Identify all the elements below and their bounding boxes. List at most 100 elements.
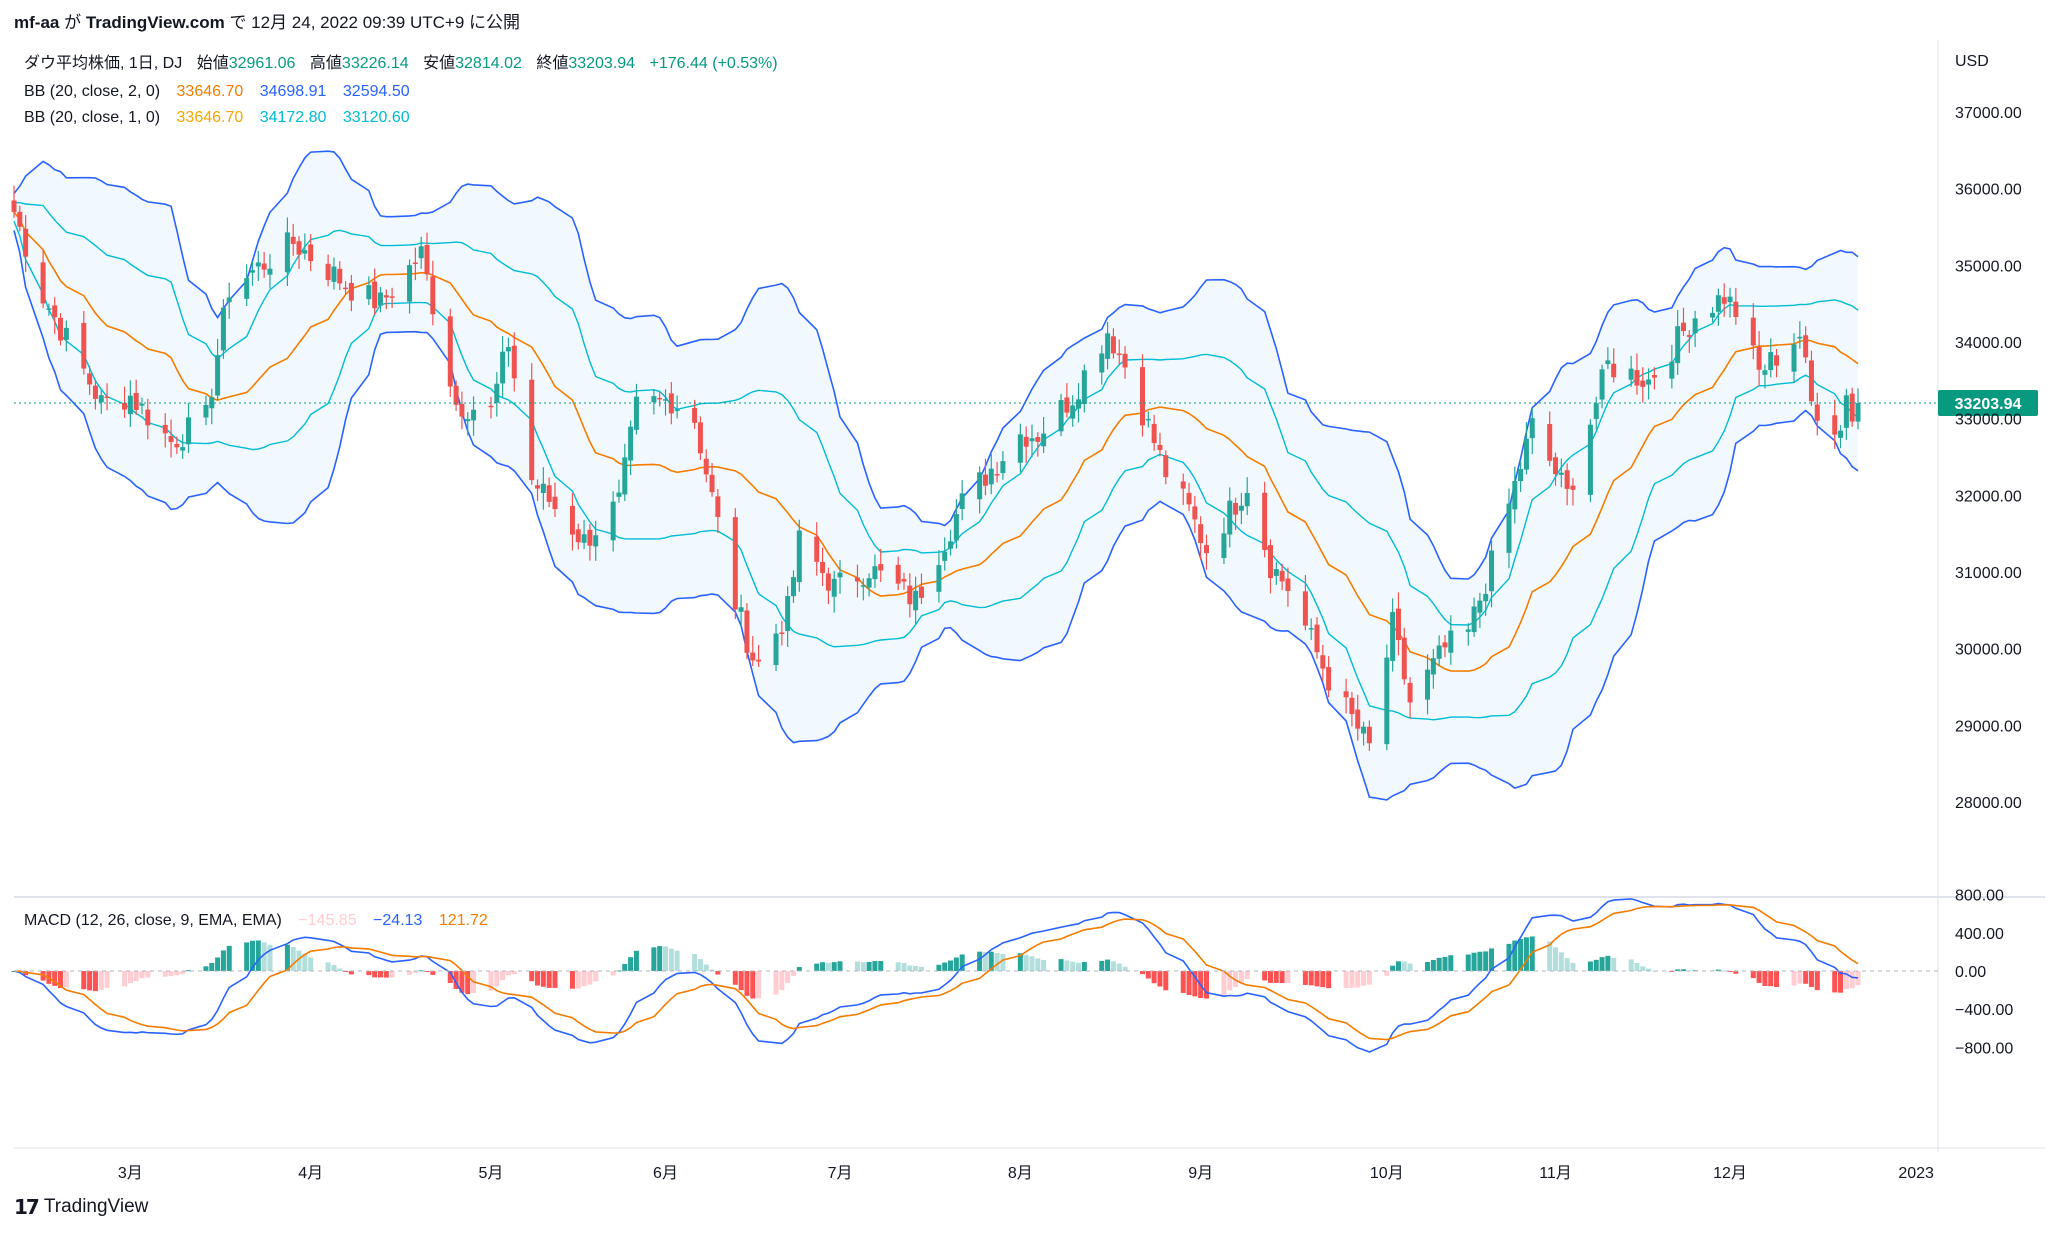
macd-histogram-bar	[244, 942, 250, 971]
candle-body	[98, 395, 104, 403]
chart-canvas[interactable]: 33203.94 USD 37000.00 36000.00 35000.00 340…	[0, 40, 2057, 1190]
candle-body	[1064, 397, 1070, 413]
candle-body	[1838, 430, 1844, 438]
macd-histogram-bar	[122, 971, 128, 987]
macd-histogram-bar	[139, 971, 145, 979]
time-tick-label: 3月	[118, 1165, 143, 1182]
macd-histogram-bar	[1838, 971, 1844, 993]
macd-histogram-bar	[1081, 961, 1087, 971]
price-axis[interactable]: 37000.00 36000.00 35000.00 34000.00 33000.00…	[1955, 105, 2022, 812]
legend-bb1-upper: 34172.80	[260, 109, 327, 126]
candle-body	[430, 276, 436, 315]
tradingview-logo[interactable]: 17 TradingView	[14, 1195, 148, 1219]
candlestick-series	[11, 185, 1861, 751]
candle-body	[1471, 606, 1477, 633]
candle-body	[348, 282, 354, 301]
header-de: で	[229, 13, 247, 32]
candle-body	[942, 551, 948, 561]
macd-histogram-bar	[1465, 954, 1471, 971]
candle-body	[1203, 545, 1209, 554]
candle-body	[825, 573, 831, 591]
macd-histogram-bar	[418, 970, 424, 972]
candle-body	[1035, 437, 1041, 442]
candle-body	[1529, 418, 1535, 439]
macd-histogram-bar	[697, 959, 703, 971]
legend-macd-hist: −145.85	[298, 912, 356, 929]
macd-histogram-bar	[1675, 969, 1681, 971]
candle-body	[1506, 503, 1512, 553]
candle-body	[377, 292, 383, 306]
macd-histogram-bar	[1430, 960, 1436, 971]
candle-body	[1070, 405, 1076, 419]
candle-body	[732, 517, 738, 610]
macd-tick-label: −800.00	[1955, 1040, 2013, 1057]
macd-histogram-bar	[325, 962, 331, 971]
price-tick-label: 33000.00	[1955, 412, 2022, 429]
candle-body	[1180, 481, 1186, 489]
macd-histogram-bar	[1587, 961, 1593, 971]
price-tick-label: 37000.00	[1955, 105, 2022, 122]
macd-histogram-bar	[1436, 957, 1442, 971]
candle-body	[1081, 370, 1087, 404]
time-axis[interactable]: 3月 4月 5月 6月 7月 8月 9月 10月 11月 12月 2023	[118, 1165, 1934, 1182]
macd-histogram-bar	[1099, 960, 1105, 971]
macd-histogram-bar	[692, 953, 698, 971]
candle-body	[552, 496, 558, 510]
macd-histogram-bar	[622, 963, 628, 971]
candle-body	[1686, 335, 1692, 337]
macd-histogram-bar	[87, 971, 93, 991]
candle-body	[1314, 624, 1320, 653]
candle-body	[1599, 369, 1605, 400]
candle-body	[465, 419, 471, 422]
candle-body	[790, 577, 796, 597]
macd-histogram-bar	[1733, 971, 1739, 974]
macd-histogram-bar	[168, 971, 174, 977]
macd-histogram-bar	[1855, 971, 1861, 986]
candle-body	[616, 492, 622, 497]
legend-bb1-basis: 33646.70	[177, 109, 244, 126]
time-tick-label: 12月	[1713, 1165, 1747, 1182]
macd-histogram-bar	[994, 953, 1000, 971]
macd-histogram-bar	[1145, 971, 1151, 979]
candle-body	[418, 246, 424, 259]
candle-body	[1279, 570, 1285, 582]
macd-histogram-bar	[1035, 958, 1041, 971]
candle-body	[1814, 404, 1820, 421]
macd-histogram-bar	[1227, 971, 1233, 991]
macd-histogram-bar	[1366, 971, 1372, 985]
candle-body	[1238, 505, 1244, 511]
candle-body	[831, 578, 837, 597]
candle-body	[1076, 399, 1082, 409]
candle-body	[1843, 395, 1849, 428]
candle-body	[249, 270, 256, 273]
macd-histogram-bar	[715, 971, 721, 975]
macd-histogram-bar	[348, 971, 354, 975]
candle-body	[738, 607, 744, 612]
site-name[interactable]: TradingView.com	[85, 13, 225, 32]
price-tick-label: 35000.00	[1955, 258, 2022, 275]
candle-body	[1029, 438, 1035, 442]
legend-bb2-upper: 34698.91	[260, 83, 327, 100]
macd-histogram-bar	[296, 950, 302, 971]
legend-low: 32814.02	[455, 55, 522, 72]
candle-body	[1099, 353, 1105, 373]
candle-body	[1407, 682, 1413, 703]
candle-body	[17, 211, 23, 227]
candle-body	[1803, 335, 1809, 358]
candle-body	[1401, 637, 1407, 680]
macd-histogram-bar	[366, 971, 372, 976]
macd-histogram-bar	[1750, 971, 1756, 979]
macd-axis[interactable]: 800.00 400.00 0.00 −400.00 −800.00	[1955, 888, 2013, 1058]
candle-body	[1017, 434, 1023, 463]
candle-body	[1023, 436, 1029, 447]
macd-histogram-bar	[1029, 956, 1035, 971]
macd-histogram-bar	[1442, 956, 1448, 971]
macd-histogram-bar	[1279, 971, 1285, 984]
author-name[interactable]: mf-aa	[14, 13, 60, 32]
time-tick-label: 8月	[1008, 1165, 1033, 1182]
candle-body	[447, 316, 453, 387]
candle-body	[1587, 424, 1593, 495]
candle-body	[1244, 492, 1250, 507]
macd-histogram-bar	[913, 965, 919, 971]
candle-body	[302, 250, 308, 254]
